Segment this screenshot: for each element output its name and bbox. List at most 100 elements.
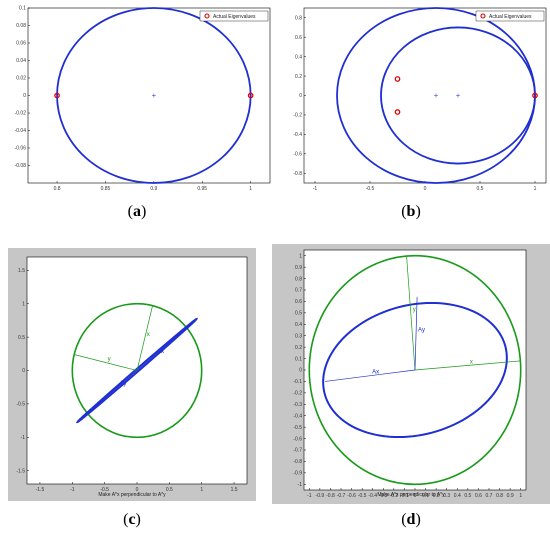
- legend-marker: [204, 13, 210, 19]
- plot-area: [27, 7, 271, 184]
- y-tick-label: -0.4: [293, 413, 302, 419]
- image-ellipse: [76, 317, 198, 424]
- y-tick-label: -1.5: [16, 468, 25, 474]
- y-tick-label: 0.3: [295, 333, 302, 339]
- y-tick-label: -0.02: [15, 111, 27, 117]
- y-tick-label: 0.06: [16, 41, 26, 47]
- y-tick-label: -0.2: [293, 391, 302, 397]
- x-tick-label: 0.6: [475, 493, 482, 499]
- y-tick-label: -0.5: [293, 425, 302, 431]
- x-tick-label: 0.3: [443, 493, 450, 499]
- circle-center-marker: +: [455, 93, 460, 100]
- vector-y: [406, 255, 416, 371]
- panel-caption-letter: c: [128, 511, 135, 528]
- x-tick-label: -0.1: [400, 493, 409, 499]
- panel-a: 0.8 0.85 0.9 0.95 1 -0.08 -0.06 -0.04 -0.02 0 0.02…: [15, 6, 271, 220]
- y-tick-label: -0.1: [293, 379, 302, 385]
- y-tick-label: 0.08: [16, 23, 26, 29]
- x-tick-label: 1: [534, 186, 537, 192]
- vector-label: Ay: [120, 381, 127, 387]
- y-tick-label: 0: [23, 93, 26, 99]
- y-tick-label: -0.7: [293, 448, 302, 454]
- y-tick-label: -0.6: [293, 436, 302, 442]
- y-tick-label: 0: [299, 93, 302, 99]
- x-tick-label: 0.95: [197, 186, 207, 192]
- x-tick-label: -1: [70, 487, 75, 493]
- y-tick-label: 0.1: [19, 6, 26, 12]
- eigenvalue-marker: [532, 92, 538, 99]
- x-tick-label: 1: [249, 186, 252, 192]
- y-tick-label: 0.5: [295, 311, 302, 317]
- x-tick-label: -0.5: [366, 186, 375, 192]
- panel-caption: (b): [401, 203, 421, 220]
- y-tick-label: -0.8: [293, 171, 302, 177]
- x-tick-label: 0: [424, 186, 427, 192]
- panel-caption-letter: a: [133, 203, 141, 220]
- eigenvalue-marker: [394, 76, 401, 82]
- x-tick-label: -1: [307, 493, 312, 499]
- x-tick-label: 0.5: [464, 493, 471, 499]
- y-tick-label: 0.6: [295, 35, 302, 41]
- x-tick-label: 0.5: [166, 487, 173, 493]
- y-tick-label: 0.8: [295, 276, 302, 282]
- panel-caption: (d): [401, 511, 421, 528]
- y-tick-label: 0: [299, 368, 302, 374]
- x-tick-label: 0.1: [422, 493, 429, 499]
- y-tick-label: 0.2: [295, 345, 302, 351]
- vector-label: Ax: [372, 370, 379, 376]
- vector-ay: [97, 370, 138, 405]
- x-tick-label: -0.5: [100, 487, 109, 493]
- y-tick-label: 0.2: [295, 74, 302, 80]
- y-tick-label: 0.04: [16, 58, 26, 64]
- x-tick-label: 0.8: [496, 493, 503, 499]
- y-tick-label: -0.04: [15, 128, 27, 134]
- panel-caption-letter: b: [407, 203, 416, 220]
- x-tick-label: 0.8: [54, 186, 61, 192]
- unit-circle: [71, 302, 203, 439]
- x-tick-label: -0.3: [379, 493, 388, 499]
- panel-b: -1 -0.5 0 0.5 1 -0.8 -0.6 -0.4 -0.2 0 0.2 0.4 0.6 0.8…: [293, 7, 547, 220]
- y-tick-label: 0.7: [295, 288, 302, 294]
- x-tick-label: -0.9: [316, 493, 325, 499]
- y-tick-label: -1: [21, 435, 26, 441]
- y-tick-label: -0.08: [15, 163, 27, 169]
- eigenvalue-marker: [394, 109, 401, 115]
- y-tick-label: -0.5: [16, 402, 25, 408]
- x-tick-label: 1: [519, 493, 522, 499]
- y-tick-label: 0: [22, 368, 25, 374]
- x-tick-label: 1.5: [231, 487, 238, 493]
- y-tick-label: -0.6: [293, 152, 302, 158]
- vector-label: y: [108, 356, 111, 362]
- x-tick-label: -0.6: [347, 493, 356, 499]
- legend-box: [199, 10, 269, 22]
- image-ellipse: [322, 301, 508, 439]
- x-tick-label: -0.5: [358, 493, 367, 499]
- y-tick-label: 0.02: [16, 76, 26, 82]
- y-tick-label: 0.9: [295, 265, 302, 271]
- y-tick-label: 1: [22, 301, 25, 307]
- y-tick-label: 1.5: [18, 268, 25, 274]
- y-tick-label: 0.1: [295, 356, 302, 362]
- x-tick-label: 0.5: [477, 186, 484, 192]
- vector-label: x: [147, 332, 150, 338]
- eigenvalue-marker: [247, 92, 254, 99]
- legend-box: [475, 10, 545, 22]
- x-tick-label: -1: [313, 186, 318, 192]
- x-tick-label: 0.4: [454, 493, 461, 499]
- x-tick-label: -0.2: [390, 493, 399, 499]
- x-tick-label: 0: [414, 493, 417, 499]
- x-tick-label: -0.8: [326, 493, 335, 499]
- vector-label: x: [470, 359, 473, 365]
- y-tick-label: 0.4: [295, 322, 302, 328]
- x-tick-label: 1: [200, 487, 203, 493]
- circle-center-marker: +: [433, 93, 438, 100]
- vector-label: y: [413, 307, 416, 313]
- y-tick-label: 0.8: [295, 15, 302, 21]
- circle-center-marker: +: [151, 93, 156, 100]
- plot-area: [303, 7, 547, 184]
- eigenvalue-marker: [54, 92, 60, 99]
- legend-marker: [480, 13, 486, 19]
- x-tick-label: 0.9: [507, 493, 514, 499]
- y-tick-label: -0.3: [293, 402, 302, 408]
- x-tick-label: -0.4: [368, 493, 377, 499]
